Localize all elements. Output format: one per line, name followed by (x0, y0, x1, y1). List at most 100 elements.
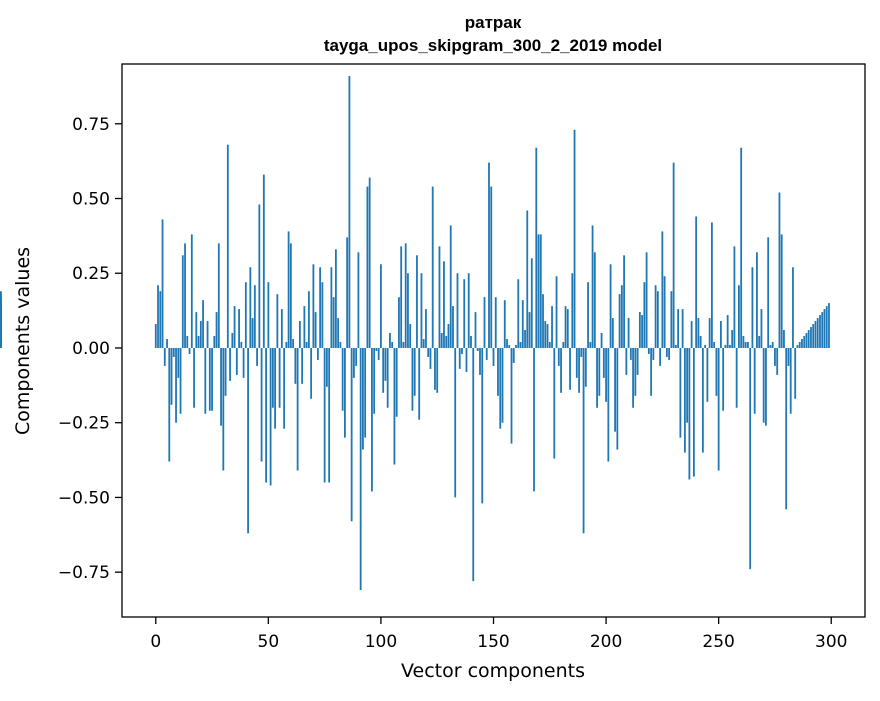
bar-component-209 (625, 347, 628, 375)
bar-component-178 (555, 276, 558, 348)
bar-component-160 (515, 344, 517, 348)
bar-component-193 (589, 341, 592, 348)
bar-component-101 (382, 347, 385, 393)
bar-component-203 (611, 318, 614, 348)
bar-component-268 (758, 336, 761, 348)
bar-component-16 (190, 234, 193, 348)
bar-component-225 (661, 231, 664, 348)
bar-component-40 (244, 282, 247, 348)
bar-component-88 (353, 347, 355, 378)
bar-component-43 (251, 318, 254, 348)
bar-component-8 (172, 347, 175, 357)
bar-component-89 (355, 347, 358, 366)
bar-component-99 (377, 347, 380, 360)
bar-component-185 (571, 273, 574, 348)
bar-component-134 (456, 273, 459, 348)
bar-component-149 (490, 186, 493, 348)
bar-component-35 (233, 306, 236, 348)
bar-component-277 (778, 192, 781, 348)
bar-component-179 (557, 347, 560, 366)
bar-component-155 (503, 300, 506, 348)
bar-component-265 (751, 267, 754, 348)
bar-component-47 (260, 347, 263, 462)
bar-component-48 (262, 174, 265, 348)
bar-component-120 (425, 309, 427, 348)
bar-component-206 (618, 294, 621, 348)
bar-component-295 (819, 315, 821, 348)
bar-component-248 (713, 341, 716, 348)
bar-component-174 (546, 324, 549, 348)
bar-component-239 (692, 347, 695, 477)
bar-component-57 (283, 347, 286, 429)
bar-component-111 (404, 243, 407, 348)
bar-component-98 (375, 347, 378, 351)
bar-component-183 (566, 309, 569, 348)
bar-component-173 (544, 321, 547, 348)
bar-component-44 (253, 285, 256, 348)
bar-component-12 (181, 255, 184, 348)
bar-component-23 (206, 321, 209, 348)
bar-component-156 (506, 339, 508, 348)
bar-component-84 (344, 347, 346, 438)
bar-component-136 (461, 347, 463, 354)
bar-component-105 (391, 341, 394, 348)
bar-component-223 (656, 291, 659, 348)
bar-component-147 (485, 347, 488, 360)
bar-component-29 (220, 347, 222, 426)
bar-component-259 (738, 285, 740, 348)
bar-component-166 (528, 312, 531, 348)
x-tick-label: 0 (150, 632, 161, 652)
bar-component-290 (807, 330, 810, 348)
bar-component-126 (438, 246, 441, 348)
bar-component-161 (517, 279, 520, 348)
bar-component-289 (805, 333, 808, 348)
bar-component-15 (188, 347, 191, 354)
bar-component-32 (226, 144, 229, 348)
bar-component-129 (445, 336, 448, 348)
bar-component-0 (154, 324, 157, 348)
bar-component-249 (715, 347, 718, 396)
bar-component-90 (357, 252, 360, 348)
bar-component-59 (287, 231, 290, 348)
x-axis-label: Vector components (401, 660, 585, 682)
bar-component-70 (312, 264, 315, 348)
bar-component-276 (776, 347, 779, 375)
bar-component-118 (420, 273, 423, 348)
bar-component-260 (740, 147, 743, 348)
bar-component-77 (328, 347, 331, 483)
bar-component-11 (179, 347, 182, 414)
bar-component-202 (609, 264, 612, 348)
bar-component-158 (510, 347, 513, 444)
bar-component-216 (641, 315, 643, 348)
bar-component-121 (427, 347, 430, 357)
bar-component-197 (598, 347, 601, 396)
bar-component-288 (803, 336, 806, 348)
bar-component-267 (756, 252, 758, 348)
bar-component-122 (429, 347, 432, 369)
bar-component-257 (733, 246, 736, 348)
bar-component-212 (632, 347, 634, 408)
y-axis-label: Components values (12, 247, 34, 435)
bar-component-42 (249, 267, 252, 348)
bar-component-96 (371, 347, 373, 492)
bar-component-282 (789, 347, 792, 414)
bar-component-171 (539, 234, 542, 348)
bar-component-181 (562, 341, 565, 348)
bar-component-175 (548, 341, 551, 348)
bar-component-39 (242, 347, 245, 378)
chart-title: ратрак (465, 13, 522, 32)
bar-component-22 (204, 347, 207, 414)
bar-component-287 (801, 339, 803, 348)
bar-component-131 (449, 225, 452, 348)
bar-component-119 (422, 339, 425, 348)
bar-component-38 (240, 341, 243, 348)
bar-component-21 (202, 300, 204, 348)
bar-component-82 (339, 341, 342, 348)
bar-component-283 (792, 267, 794, 348)
bar-component-68 (307, 291, 310, 348)
bar-component-64 (298, 321, 301, 348)
bar-component-296 (821, 312, 824, 348)
x-tick-label: 250 (702, 632, 734, 652)
bar-component-195 (593, 252, 596, 348)
bar-component-228 (668, 347, 671, 360)
